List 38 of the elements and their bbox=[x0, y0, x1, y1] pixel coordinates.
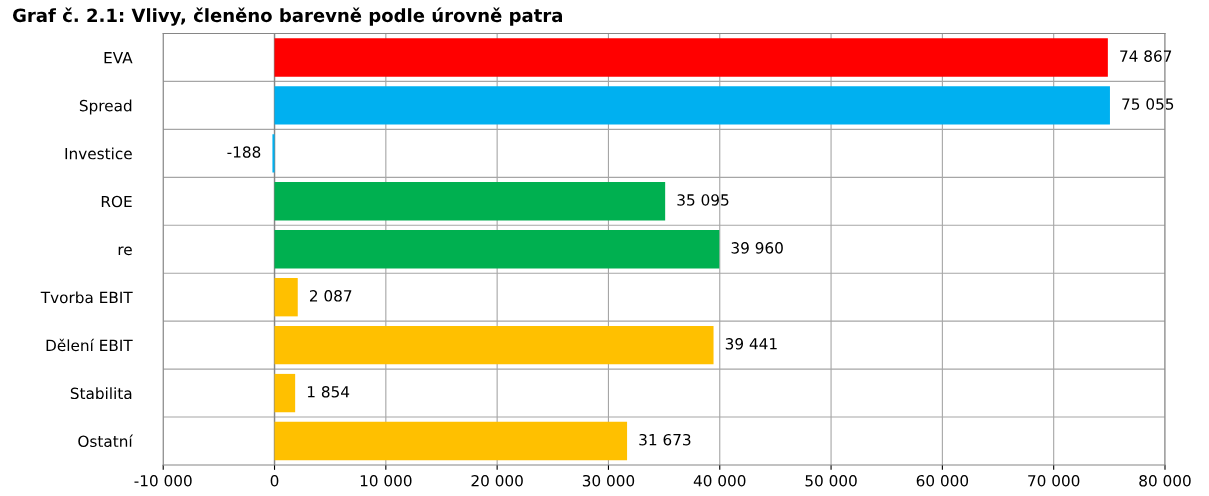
bar bbox=[274, 325, 714, 365]
data-label: 1 854 bbox=[307, 385, 350, 398]
data-label: -188 bbox=[227, 146, 261, 158]
data-label: 35 095 bbox=[677, 194, 729, 206]
x-tick-label: -10 000 bbox=[134, 474, 192, 487]
chart-title: Graf č. 2.1: Vlivy, členěno barevně podle úrovně patra bbox=[12, 7, 563, 26]
bar bbox=[274, 421, 628, 461]
bar bbox=[274, 373, 296, 413]
bar bbox=[274, 38, 1108, 77]
y-tick-label: Investice bbox=[65, 147, 132, 160]
bar bbox=[272, 134, 275, 173]
y-tick-label: Spread bbox=[79, 99, 132, 115]
y-tick-label: Ostatní bbox=[78, 434, 134, 448]
x-tick-label: 80 000 bbox=[1139, 474, 1191, 487]
x-tick-label: 30 000 bbox=[582, 474, 635, 487]
data-label: 74 867 bbox=[1120, 50, 1172, 62]
y-tick-label: Stabilita bbox=[70, 387, 132, 400]
x-tick-label: 20 000 bbox=[471, 474, 523, 487]
data-label: 39 960 bbox=[731, 242, 783, 254]
y-tick-label: ROE bbox=[101, 195, 132, 208]
data-label: 31 673 bbox=[639, 433, 691, 446]
bar bbox=[274, 182, 666, 221]
bar bbox=[274, 86, 1110, 125]
bar bbox=[274, 278, 298, 317]
data-label: 2 087 bbox=[309, 290, 352, 302]
x-tick-label: 60 000 bbox=[916, 474, 969, 487]
x-tick-label: 0 bbox=[270, 474, 279, 487]
x-tick-label: 70 000 bbox=[1028, 474, 1080, 487]
data-label: 75 055 bbox=[1122, 98, 1174, 110]
y-tick-label: Tvorba EBIT bbox=[40, 291, 133, 304]
bar bbox=[274, 230, 720, 269]
x-tick-label: 40 000 bbox=[693, 474, 746, 487]
y-tick-label: re bbox=[118, 246, 132, 256]
x-tick-label: 10 000 bbox=[360, 474, 412, 487]
data-label: 39 441 bbox=[725, 338, 777, 350]
y-tick-label: EVA bbox=[104, 52, 133, 64]
x-tick-label: 50 000 bbox=[805, 474, 857, 487]
y-tick-label: Dělení EBIT bbox=[46, 338, 133, 352]
